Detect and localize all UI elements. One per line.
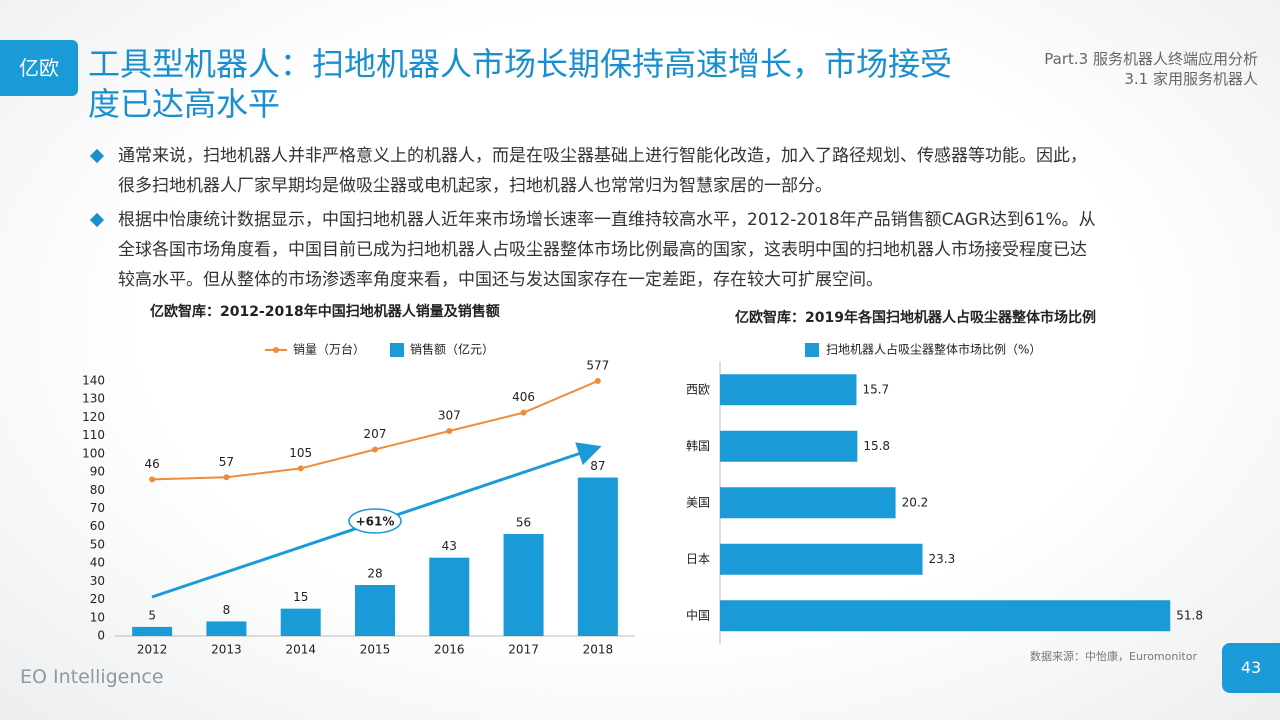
- bullet-line: 根据中怡康统计数据显示，中国扫地机器人近年来市场增长速率一直维持较高水平，201…: [118, 210, 1096, 230]
- y-tick-label: 60: [90, 519, 105, 533]
- line-point: [594, 378, 601, 384]
- line-point: [297, 465, 304, 472]
- bar: [720, 430, 858, 462]
- x-tick-label: 2018: [583, 643, 614, 657]
- bar: [503, 534, 544, 636]
- line-point: [223, 474, 230, 481]
- data-label: 28: [367, 567, 382, 581]
- legend-label: 销售额（亿元）: [410, 342, 494, 357]
- bullet-line: 通常来说，扫地机器人并非严格意义上的机器人，而是在吸尘器基础上进行智能化改造，加…: [118, 146, 1087, 166]
- y-tick-label: 韩国: [686, 438, 710, 453]
- legend-swatch: [805, 343, 819, 357]
- line-point: [446, 428, 453, 434]
- x-tick-label: 2015: [360, 643, 391, 657]
- part-label: Part.3 服务机器人终端应用分析: [1044, 50, 1258, 68]
- bar: [280, 608, 321, 636]
- bar: [132, 626, 173, 636]
- x-tick-label: 2016: [434, 643, 465, 657]
- bullet-line: 较高水平。但从整体的市场渗透率角度来看，中国还与发达国家存在一定差距，存在较大可…: [118, 270, 883, 290]
- chart-title: 亿欧智库：2012-2018年中国扫地机器人销量及销售额: [150, 303, 500, 320]
- bullet: 通常来说，扫地机器人并非严格意义上的机器人，而是在吸尘器基础上进行智能化改造，加…: [89, 141, 1087, 201]
- x-tick-label: 2012: [137, 643, 168, 657]
- bullet-line: 很多扫地机器人厂家早期均是做吸尘器或电机起家，扫地机器人也常常归为智慧家居的一部…: [118, 176, 832, 196]
- bar: [720, 543, 923, 575]
- bar: [206, 621, 247, 636]
- annotation-oval: [348, 508, 402, 534]
- y-tick-label: 80: [90, 483, 105, 497]
- data-label: 43: [442, 539, 457, 553]
- chart-title: 亿欧智库：2019年各国扫地机器人占吸尘器整体市场比例: [735, 309, 1096, 326]
- logo: 亿欧: [0, 40, 78, 96]
- section-label: 3.1 家用服务机器人: [1124, 70, 1258, 88]
- line-point: [520, 409, 527, 416]
- data-label: 87: [590, 459, 605, 473]
- bar: [720, 487, 896, 519]
- data-label: 5: [148, 608, 156, 622]
- data-label: 20.2: [902, 495, 929, 509]
- y-tick-label: 30: [90, 574, 105, 588]
- legend-swatch: [390, 343, 404, 357]
- y-tick-label: 50: [90, 537, 105, 551]
- legend-label: 销量（万台）: [293, 342, 365, 357]
- y-tick-label: 120: [82, 410, 105, 424]
- data-label: 207: [364, 427, 387, 441]
- y-tick-label: 中国: [686, 607, 710, 622]
- annotation: +61%: [356, 515, 395, 529]
- y-tick-label: 140: [82, 374, 105, 388]
- data-label: 307: [438, 409, 461, 423]
- x-tick-label: 2014: [285, 643, 316, 657]
- data-label: 406: [512, 390, 535, 404]
- y-tick-label: 10: [90, 610, 105, 624]
- y-tick-label: 70: [90, 501, 105, 515]
- data-label: 105: [289, 446, 312, 460]
- y-tick-label: 西欧: [686, 382, 710, 396]
- data-label: 577: [586, 359, 609, 373]
- data-label: 23.3: [929, 552, 956, 566]
- data-label: 15: [293, 590, 308, 604]
- y-tick-label: 日本: [686, 552, 710, 566]
- data-label: 15.7: [862, 382, 889, 396]
- data-label: 56: [516, 516, 531, 530]
- x-tick-label: 2017: [508, 643, 539, 657]
- bar: [720, 600, 1171, 632]
- y-tick-label: 130: [82, 392, 105, 406]
- data-label: 46: [145, 457, 160, 471]
- y-tick-label: 100: [82, 446, 105, 460]
- brand: EO Intelligence: [20, 666, 164, 688]
- bullet-line: 全球各国市场角度看，中国目前已成为扫地机器人占吸尘器整体市场比例最高的国家，这表…: [118, 240, 1087, 260]
- line-point: [372, 446, 378, 453]
- bullet: 根据中怡康统计数据显示，中国扫地机器人近年来市场增长速率一直维持较高水平，201…: [89, 205, 1096, 295]
- legend-label: 扫地机器人占吸尘器整体市场比例（%）: [826, 342, 1041, 357]
- bar: [429, 557, 470, 636]
- y-tick-label: 美国: [686, 495, 710, 509]
- data-label: 51.8: [1176, 608, 1203, 622]
- data-label: 57: [219, 455, 234, 469]
- data-label: 8: [223, 603, 231, 617]
- data-label: 15.8: [863, 439, 890, 453]
- y-tick-label: 40: [90, 556, 105, 570]
- bar: [720, 374, 857, 406]
- source: 数据来源：中怡康，Euromonitor: [1030, 650, 1197, 663]
- y-tick-label: 90: [90, 465, 105, 479]
- legend-marker: [273, 347, 279, 353]
- slide-title: 工具型机器人：扫地机器人市场长期保持高速增长，市场接受度已达高水平: [88, 45, 953, 123]
- y-tick-label: 110: [82, 428, 105, 442]
- bar: [355, 585, 395, 636]
- line-point: [149, 476, 156, 483]
- x-tick-label: 2013: [211, 643, 242, 657]
- y-tick-label: 0: [97, 629, 105, 643]
- page-number: 43: [1222, 643, 1280, 693]
- y-tick-label: 20: [90, 592, 105, 606]
- bar: [577, 477, 618, 636]
